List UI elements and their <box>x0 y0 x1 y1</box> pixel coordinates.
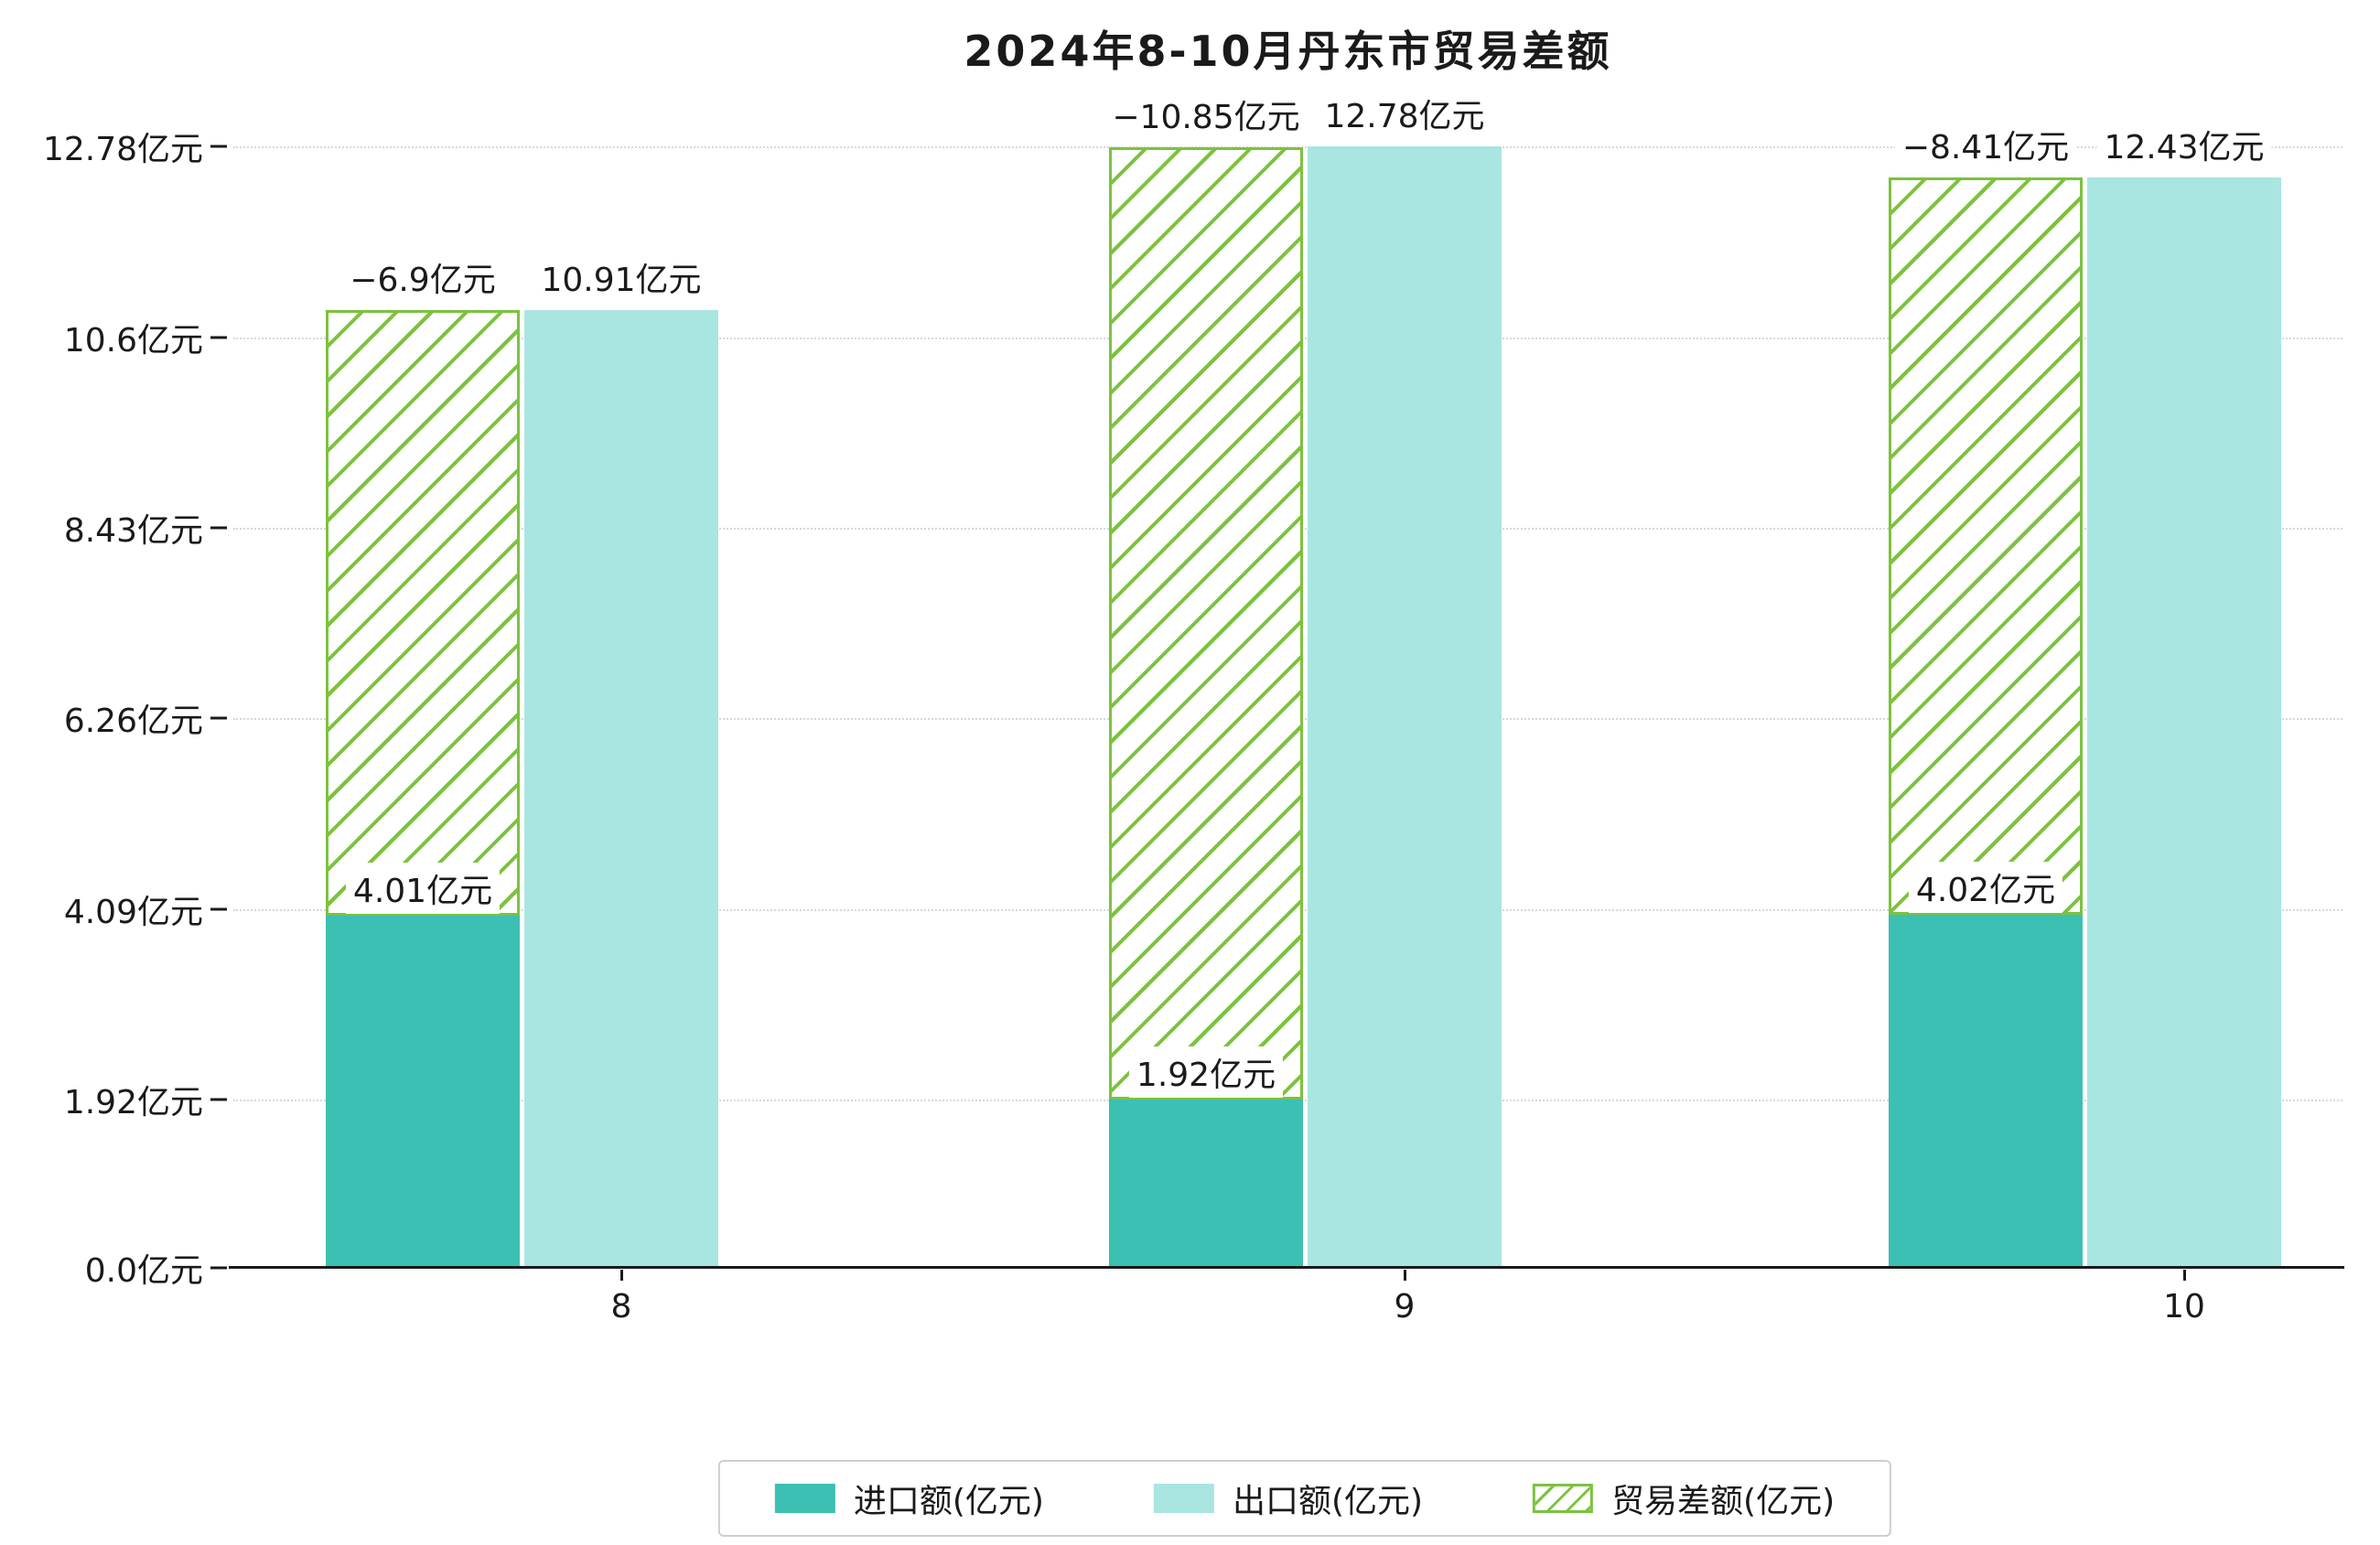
y-tick-mark <box>210 907 227 911</box>
chart-title: 2024年8-10月丹东市贸易差额 <box>964 27 1612 76</box>
bar-label-balance: −6.9亿元 <box>342 252 503 304</box>
bar-export <box>1308 146 1502 1268</box>
legend: 进口额(亿元) 出口额(亿元) 贸易差额(亿元) <box>717 1460 1892 1537</box>
bar-label-import: 4.01亿元 <box>345 863 501 915</box>
legend-swatch-import <box>774 1484 835 1513</box>
bar-balance <box>1889 177 2083 916</box>
y-tick-mark <box>210 526 227 530</box>
bar-export <box>524 310 718 1268</box>
x-tick-mark <box>2183 1270 2186 1281</box>
legend-swatch-balance <box>1533 1484 1594 1513</box>
y-tick-mark <box>210 1266 227 1270</box>
bar-import <box>326 916 520 1268</box>
bar-balance <box>326 310 520 917</box>
y-tick-mark <box>210 1098 227 1101</box>
bar-label-export: 10.91亿元 <box>533 252 709 304</box>
x-tick-label: 8 <box>610 1288 632 1325</box>
x-axis-line <box>229 1266 2344 1269</box>
x-tick-label: 10 <box>2163 1288 2205 1325</box>
y-tick-mark <box>210 336 227 339</box>
legend-item-balance: 贸易差额(亿元) <box>1533 1475 1835 1522</box>
legend-item-import: 进口额(亿元) <box>774 1475 1044 1522</box>
y-tick-label: 12.78亿元 <box>42 131 203 168</box>
y-tick-label: 0.0亿元 <box>84 1252 203 1290</box>
bar-label-import: 4.02亿元 <box>1908 862 2063 914</box>
legend-label-import: 进口额(亿元) <box>853 1483 1044 1520</box>
bar-export <box>2087 177 2281 1268</box>
bar-label-import: 1.92亿元 <box>1128 1046 1284 1098</box>
y-tick-label: 10.6亿元 <box>63 322 203 360</box>
bar-import <box>1889 915 2083 1268</box>
y-tick-mark <box>210 145 227 148</box>
bar-label-balance: −10.85亿元 <box>1104 88 1308 140</box>
y-tick-label: 4.09亿元 <box>63 893 203 931</box>
bar-label-balance: −8.41亿元 <box>1894 118 2077 170</box>
y-tick-mark <box>210 716 227 720</box>
legend-item-export: 出口额(亿元) <box>1153 1475 1424 1522</box>
legend-label-balance: 贸易差额(亿元) <box>1611 1483 1836 1520</box>
y-tick-label: 6.26亿元 <box>63 703 203 741</box>
bar-balance <box>1109 146 1303 1100</box>
bar-label-export: 12.43亿元 <box>2096 118 2272 170</box>
y-tick-label: 8.43亿元 <box>63 512 203 551</box>
x-tick-mark <box>620 1270 623 1281</box>
x-tick-mark <box>1404 1270 1406 1281</box>
x-tick-label: 9 <box>1394 1288 1416 1325</box>
legend-label-export: 出口额(亿元) <box>1232 1483 1424 1520</box>
legend-swatch-export <box>1153 1484 1214 1513</box>
bar-label-export: 12.78亿元 <box>1317 88 1492 139</box>
bar-import <box>1109 1099 1303 1268</box>
y-tick-label: 1.92亿元 <box>63 1083 203 1121</box>
